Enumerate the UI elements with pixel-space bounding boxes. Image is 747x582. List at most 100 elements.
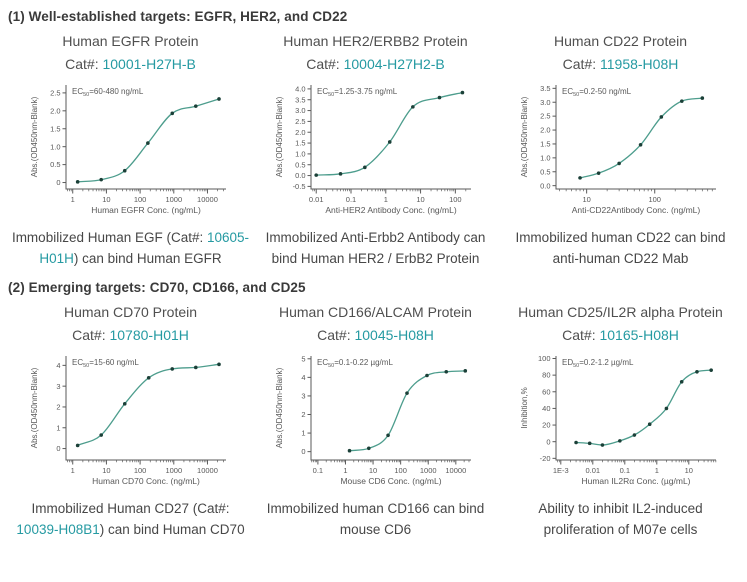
data-point [462,369,467,373]
binding-curve-chart-cd166: 0 1 2 3 4 5 0.1 1 10 100 1000 10000 EC50=0.1-0.22 µg… [271,346,481,498]
y-axis-label: Abs.(OD450nm-Blank) [520,96,529,177]
chart-svg: 0 1 2 3 4 5 0.1 1 10 100 1000 10000 EC50=0.1-0.22 µg… [275,354,471,486]
ec50-annotation: EC50=15-60 ng/mL [72,358,139,369]
catalog-number-link[interactable]: 11958-H08H [600,55,679,72]
x-tick-label: 1 [654,466,658,475]
chart-svg: -0.5 0.0 0.5 1.0 1.5 2.02.5 3.0 3.5 4.0 0.01 0.1 1 1… [275,84,471,215]
y-tick-label: 0.5 [295,160,305,169]
figure-title: Human EGFR Protein [62,33,199,49]
data-point [573,440,578,445]
x-tick-label: 1E-3 [552,466,568,475]
y-tick-label: 0 [301,447,305,456]
y-tick-label: 3 [301,392,305,401]
x-tick-label: 100 [648,195,661,204]
data-point [424,373,429,378]
x-tick-label: 0.1 [345,195,355,204]
x-tick-label: 10000 [197,195,218,204]
data-point [443,370,448,374]
x-tick-label: 1000 [165,466,182,475]
binding-curve-chart-cd25: -20 0 20 40 60 80 100 1E-3 0.01 0.1 1 10 ED50=0.2-1.… [516,346,726,498]
data-point [338,171,342,176]
catalog-label: Cat#: [562,55,597,72]
dose-response-curve [77,97,219,183]
y-tick-label: 20 [542,421,550,430]
x-tick-label: 10 [684,466,692,475]
data-point [404,391,409,395]
y-tick-label: 4.0 [295,84,305,93]
catalog-number-link[interactable]: 10165-H08H [599,327,679,344]
y-axis-label: Inhibition,% [520,387,529,428]
catalog-line: Cat#: 10780-H01H [72,327,189,344]
binding-curve-chart-egfr: 0 0.5 1.0 1.5 2.0 2.5 1 10 100 1000 10000 EC50=60-4… [26,75,236,227]
x-tick-label: 1 [70,466,74,475]
y-tick-label: 2.5 [50,88,60,97]
caption-catalog-number-link[interactable]: 10605-H01H [39,229,250,266]
y-tick-label: 0 [546,437,550,446]
x-tick-label: 1 [70,195,74,204]
y-tick-label: 60 [542,387,550,396]
data-point [122,168,127,173]
y-tick-label: 0 [56,178,60,187]
x-axis-label: Anti-CD22Antibody Conc. (ng/mL) [571,205,700,215]
x-tick-label: 0.1 [312,466,322,475]
y-tick-label: 2.0 [295,127,305,136]
data-point [679,98,684,103]
figure-caption: Immobilized Human EGF (Cat#: 10605-H01H)… [12,228,250,270]
axes [555,84,716,190]
dose-response-curve [315,91,463,176]
data-point [216,362,221,367]
data-point [679,380,684,384]
x-tick-label: 10 [368,466,376,475]
section-emerging-targets: (2) Emerging targets: CD70, CD166, and C… [8,280,743,540]
y-tick-label: 3.0 [540,97,550,106]
data-point [347,448,351,453]
y-tick-label: 1.0 [540,153,550,162]
figure-her2: Human HER2/ERBB2 Protein Cat#: 10004-H27… [253,31,498,269]
ec50-annotation: EC50=60-480 ng/mL [72,87,144,98]
caption-text: Ability to inhibit IL2-induced prolifera… [538,501,703,537]
dose-response-curve [579,97,702,179]
figure-cd25: Human CD25/IL2R alpha Protein Cat#: 1016… [498,302,743,540]
chart-svg: 0 1 2 3 4 1 10 100 1000 10000 EC50=15-60 ng/mL Huma… [30,356,226,486]
data-point [98,177,103,182]
figure-cd70: Human CD70 Protein Cat#: 10780-H01H 0 1 2 3… [8,302,253,540]
catalog-number-link[interactable]: 10780-H01H [109,327,189,344]
catalog-line: Cat#: 10001-H27H-B [65,56,196,73]
caption-text: Immobilized Human CD27 (Cat#: [31,501,230,517]
ec50-annotation: EC50=0.2-50 ng/mL [562,87,632,98]
figure-cd166: Human CD166/ALCAM Protein Cat#: 10045-H0… [253,302,498,540]
y-tick-label: 1 [56,423,60,432]
caption-catalog-number-link[interactable]: 10039-H08B1 [16,521,100,537]
catalog-number-link[interactable]: 10001-H27H-B [102,55,196,72]
catalog-line: Cat#: 10045-H08H [317,327,434,344]
data-point [700,95,704,100]
catalog-label: Cat#: [306,55,340,72]
chart-svg: -20 0 20 40 60 80 100 1E-3 0.01 0.1 1 10 ED50=0.2-1.… [520,354,716,486]
dose-response-curve [575,369,711,446]
section-heading: (1) Well-established targets: EGFR, HER2… [8,9,348,24]
catalog-label: Cat#: [317,327,351,344]
data-point [193,365,198,370]
data-point [75,443,79,448]
y-tick-label: 4 [56,361,60,370]
y-tick-label: 2 [56,403,60,412]
section-heading: (2) Emerging targets: CD70, CD166, and C… [8,280,306,296]
data-point [169,111,174,115]
y-tick-label: 1.5 [295,138,305,147]
figure-row-1: Human EGFR Protein Cat#: 10001-H27H-B 0 0… [8,31,743,269]
data-point [617,439,622,443]
y-tick-label: 3.0 [295,106,305,115]
data-point [366,446,371,451]
x-tick-label: 1 [383,195,387,204]
data-point [216,96,221,101]
catalog-number-link[interactable]: 10045-H08H [354,327,434,344]
data-point [193,103,198,108]
catalog-number-link[interactable]: 10004-H27H2-B [343,55,445,72]
y-tick-label: 1.5 [50,124,60,133]
y-tick-label: 2.5 [540,111,550,120]
dose-response-curve [348,370,465,452]
data-point [632,433,636,437]
figure-caption: Immobilized human CD22 can bind anti-hum… [502,228,740,270]
data-point [694,370,699,374]
